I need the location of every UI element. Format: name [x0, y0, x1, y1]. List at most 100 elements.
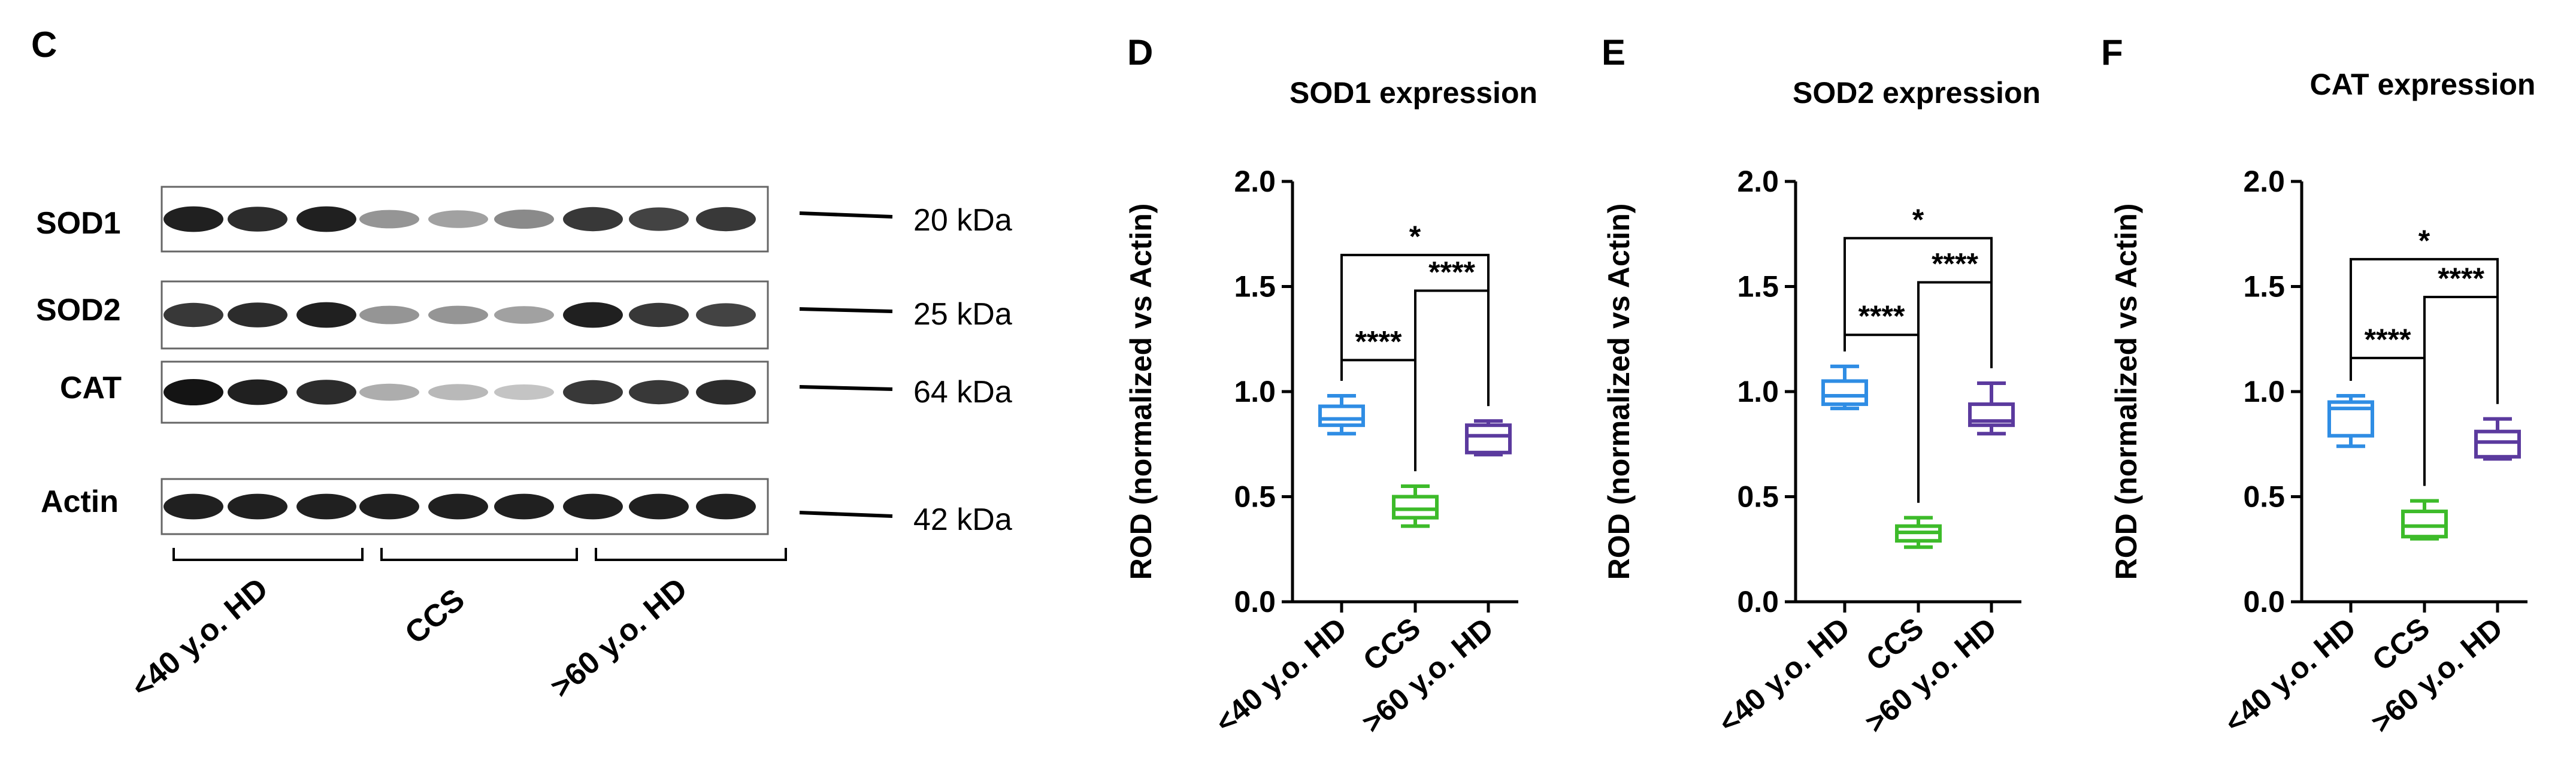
group-bracket-young — [172, 548, 364, 561]
sig-label-e-0: * — [1912, 203, 1924, 237]
box-d-1 — [1392, 484, 1439, 528]
band-sod2-lane-9 — [696, 303, 756, 327]
y-tick-label-f-3: 1.5 — [2243, 270, 2285, 304]
band-sod1-lane-6 — [494, 210, 554, 229]
band-actin-lane-9 — [696, 493, 756, 520]
box-iqr — [1821, 379, 1868, 407]
x-tick-label-d-0: <40 y.o. HD — [1209, 611, 1353, 740]
band-actin-lane-3 — [296, 493, 356, 520]
y-tick-label-e-0: 0.0 — [1737, 585, 1779, 619]
sig-label-f-2: **** — [2365, 323, 2411, 356]
chart-title-d: SOD1 expression — [1289, 76, 1537, 110]
band-cat-lane-7 — [563, 380, 623, 405]
band-actin-lane-1 — [164, 493, 223, 520]
box-iqr — [1465, 423, 1512, 454]
band-sod2-lane-6 — [494, 306, 554, 324]
band-actin-lane-8 — [629, 493, 689, 520]
chart-sod1: SOD1 expression ROD (normalized vs Actin)… — [1124, 76, 1537, 739]
band-cat-lane-9 — [696, 380, 756, 405]
blot-row-label-actin: Actin — [41, 484, 119, 519]
box-e-2 — [1968, 381, 2015, 436]
y-tick-label-d-0: 0.0 — [1234, 585, 1276, 619]
band-sod2-lane-2 — [228, 302, 287, 328]
y-tick-label-d-4: 2.0 — [1234, 165, 1276, 198]
size-marker-line-sod2 — [799, 307, 893, 313]
y-tick-label-e-3: 1.5 — [1737, 270, 1779, 304]
x-tick-label-e-0: <40 y.o. HD — [1712, 611, 1856, 740]
sig-label-e-1: **** — [1932, 247, 1978, 280]
band-actin-lane-6 — [494, 493, 554, 520]
box-e-0 — [1821, 364, 1868, 411]
sig-bracket-f-2 — [2350, 356, 2426, 486]
box-f-0 — [2327, 394, 2374, 448]
y-tick-label-e-2: 1.0 — [1737, 375, 1779, 408]
group-label-ccs: CCS — [398, 582, 471, 651]
y-tick-label-f-2: 1.0 — [2243, 375, 2285, 408]
chart-title-e: SOD2 expression — [1793, 76, 2041, 110]
sig-label-d-2: **** — [1355, 325, 1402, 358]
band-cat-lane-2 — [228, 379, 287, 405]
band-sod1-lane-1 — [164, 206, 223, 232]
band-cat-lane-1 — [164, 379, 223, 405]
band-sod1-lane-2 — [228, 207, 287, 232]
band-sod2-lane-4 — [359, 305, 419, 325]
y-tick-label-f-0: 0.0 — [2243, 585, 2285, 619]
chart-sod2: SOD2 expression ROD (normalized vs Actin)… — [1602, 76, 2041, 739]
sig-label-f-1: **** — [2438, 262, 2484, 295]
y-tick-label-d-2: 1.0 — [1234, 375, 1276, 408]
size-marker-sod1: 20 kDa — [913, 203, 1012, 238]
box-iqr — [2401, 510, 2448, 539]
y-axis-label-f: ROD (normalized vs Actin) — [2109, 204, 2143, 580]
sig-label-d-0: * — [1409, 220, 1421, 253]
panel-label-d: D — [1127, 32, 1153, 72]
box-f-1 — [2401, 499, 2448, 541]
box-d-0 — [1318, 394, 1365, 436]
panel-label-f: F — [2101, 32, 2123, 72]
chart-title-f: CAT expression — [2310, 68, 2536, 101]
size-marker-line-actin — [799, 511, 893, 518]
sig-bracket-d-2 — [1340, 359, 1416, 471]
band-sod1-lane-7 — [563, 207, 623, 232]
size-marker-line-cat — [799, 385, 893, 391]
band-cat-lane-3 — [296, 380, 356, 405]
band-sod2-lane-8 — [629, 302, 689, 328]
group-label-young: <40 y.o. HD — [125, 571, 274, 705]
box-f-2 — [2474, 417, 2521, 461]
band-cat-lane-8 — [629, 380, 689, 405]
y-axis-label-e: ROD (normalized vs Actin) — [1602, 204, 1636, 580]
box-iqr — [1392, 495, 1439, 520]
blot-bands — [164, 206, 756, 520]
box-d-2 — [1465, 419, 1512, 457]
group-bracket-ccs — [380, 548, 578, 561]
sig-label-d-1: **** — [1428, 256, 1475, 289]
band-sod1-lane-4 — [359, 210, 419, 229]
band-cat-lane-6 — [494, 384, 554, 400]
band-sod1-lane-5 — [428, 210, 488, 228]
band-sod1-lane-9 — [696, 207, 756, 232]
band-sod1-lane-8 — [629, 207, 689, 231]
size-marker-actin: 42 kDa — [913, 502, 1012, 537]
box-e-1 — [1895, 516, 1942, 549]
panel-label-e: E — [1602, 32, 1625, 72]
sig-label-e-2: **** — [1858, 299, 1905, 333]
band-sod2-lane-1 — [164, 302, 223, 328]
y-tick-label-d-1: 0.5 — [1234, 480, 1276, 514]
y-tick-label-d-3: 1.5 — [1234, 270, 1276, 304]
y-tick-label-f-4: 2.0 — [2243, 165, 2285, 198]
y-tick-label-e-1: 0.5 — [1737, 480, 1779, 514]
band-cat-lane-4 — [359, 383, 419, 401]
band-cat-lane-5 — [428, 384, 488, 401]
blot-row-label-sod2: SOD2 — [36, 293, 121, 328]
band-actin-lane-4 — [359, 493, 419, 520]
size-marker-sod2: 25 kDa — [913, 297, 1012, 332]
box-iqr — [2474, 429, 2521, 459]
y-tick-label-f-1: 0.5 — [2243, 480, 2285, 514]
western-blot: SOD1 20 kDa SOD2 25 kDa CAT 64 kDa Actin… — [36, 186, 1012, 705]
band-actin-lane-7 — [563, 493, 623, 520]
band-sod2-lane-3 — [296, 302, 356, 328]
sig-bracket-e-2 — [1844, 334, 1920, 503]
sig-bracket-e-1 — [1917, 281, 1993, 503]
size-marker-cat: 64 kDa — [913, 375, 1012, 410]
band-actin-lane-5 — [428, 493, 488, 520]
